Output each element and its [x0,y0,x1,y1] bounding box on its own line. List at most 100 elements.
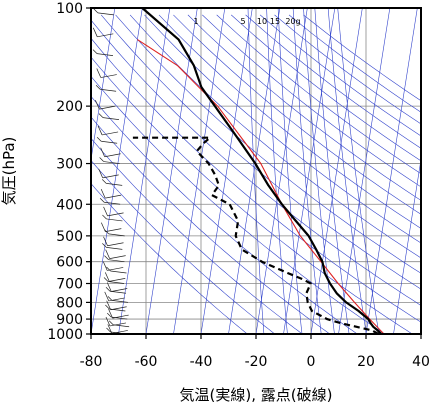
y-tick-label: 1000 [47,327,83,343]
wind-barb [101,140,118,144]
wind-barb [96,53,114,56]
isotherm-line [338,8,391,334]
wind-barb-flag [104,255,109,260]
dry-adiabat-line [144,14,421,244]
wind-barb [100,74,117,78]
wind-barb-flag [101,222,106,232]
y-tick-label: 800 [56,295,83,311]
mixing-ratio-line [327,8,367,334]
wind-barb [111,288,128,292]
x-tick-label: -60 [135,354,158,370]
wind-barb [110,306,127,311]
wind-barb [106,247,123,250]
wind-barb [106,183,123,186]
dry-adiabat-line [245,14,421,149]
dry-adiabat-line [216,14,421,175]
wind-barb-flag [96,68,102,78]
wind-barb [106,218,123,222]
wind-barb-flag [101,179,107,184]
wind-barb [110,270,127,274]
x-tick-label: -40 [190,354,213,370]
x-tick-label: 0 [307,354,316,370]
wind-barb [103,161,120,164]
x-tick-label: -20 [245,354,268,370]
wind-barb [107,267,124,271]
mixing-ratio-line [277,8,303,334]
y-tick-label: 700 [56,277,83,293]
wind-barb [99,105,116,110]
wind-barb-flag [107,324,113,334]
isotherm-line [200,8,253,334]
wind-barb-flag [105,304,110,310]
y-tick-label: 400 [56,197,83,213]
grid-layer [90,7,422,335]
y-tick-label: 100 [56,1,83,17]
wind-barb-flag [105,316,111,327]
dry-adiabat-line [202,14,421,188]
wind-barb-flag [105,287,111,292]
wind-barb-flag [103,206,108,216]
dry-adiabat-line [187,14,421,201]
isotherm-line [310,8,363,334]
dry-adiabat-line [100,14,421,290]
wind-barb [112,314,129,319]
wind-barb-flag [92,27,98,37]
wind-barb-flag [96,137,102,142]
wind-barb [111,316,128,320]
dry-adiabat-line [115,14,421,274]
dewpoint-profile-line [132,136,379,334]
isotherm-line [255,8,308,334]
isotherm-line [393,157,421,334]
mixing-ratio-line [266,8,288,334]
dry-adiabat-line [91,116,331,334]
y-tick-label: 900 [56,312,83,328]
mixing-ratio-line [303,8,335,334]
wind-barb-flag [93,8,99,14]
wind-barb [102,174,119,179]
wind-barb-flag [98,113,104,118]
isotherm-line [91,8,116,162]
mixing-ratio-line [292,8,322,334]
wind-barb-flag [97,125,103,136]
y-axis-title: 気圧(hPa) [0,137,18,206]
mixing-ratio-label: 20g [285,17,300,26]
wind-barb-flag [99,198,105,203]
wind-barb [97,12,114,16]
wind-barb [105,228,122,232]
wind-barb [111,330,128,334]
wind-barb-flag [98,168,104,179]
background-lines-layer [91,8,421,334]
x-axis-ticks: -80 -60 -40 -20 0 20 40 [80,334,430,370]
dry-adiabat-line [158,14,421,229]
wind-barb [105,194,122,199]
dry-adiabat-line [91,160,276,334]
wind-barb [108,259,125,263]
dry-adiabat-line [91,56,413,334]
wind-barb-flag [106,282,112,292]
wind-barb-flag [106,300,111,310]
isotherm-line [420,332,421,334]
wind-barb-flag [94,99,100,110]
y-tick-label: 300 [56,157,83,173]
x-axis-title: 気温(実線), 露点(破線) [180,386,333,404]
wind-barb-flag [92,49,98,54]
dry-adiabat-line [231,14,421,162]
wind-barb [97,33,114,38]
mixing-ratio-line [247,8,265,334]
isotherm-line [118,8,171,334]
wind-barb-flag [107,296,113,301]
dry-adiabat-line [91,137,303,334]
wind-barb-flag [108,320,114,325]
isotherm-line [91,8,143,334]
wind-barb-flag [107,312,112,318]
wind-barb [100,88,117,92]
temperature-profile-line [141,8,383,334]
wind-barb [109,255,126,259]
mixing-ratio-label: 15 [270,17,280,26]
wind-barb-flag [104,229,109,235]
wind-barb-flag [103,277,109,282]
wind-barb-flag [102,214,107,220]
wind-barb-flag [103,236,108,246]
